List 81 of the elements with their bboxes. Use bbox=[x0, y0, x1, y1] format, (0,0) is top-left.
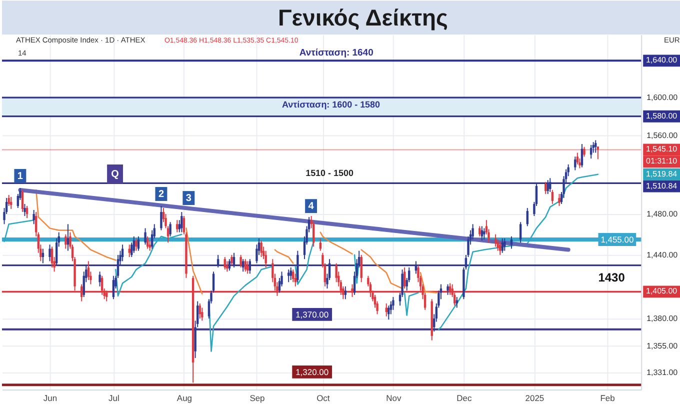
candlestick bbox=[483, 228, 486, 240]
candlestick bbox=[496, 238, 499, 252]
y-tick-label: 1,600.00 bbox=[646, 93, 678, 102]
annotation: 4 bbox=[308, 201, 314, 212]
ref-line-label: 1,510.84 bbox=[646, 181, 678, 190]
candlestick bbox=[580, 144, 584, 168]
candlestick bbox=[594, 140, 597, 154]
y-tick-label: 1,331.00 bbox=[646, 368, 678, 378]
x-tick-label: Nov bbox=[386, 392, 402, 403]
annotation: Q bbox=[111, 169, 120, 180]
x-tick-label: Dec bbox=[456, 392, 472, 403]
candlestick bbox=[551, 189, 554, 204]
ref-line-label: 1,370.00 bbox=[296, 309, 329, 320]
candlestick bbox=[24, 203, 26, 217]
annotation: 1,519.84 bbox=[646, 169, 678, 178]
candlestick bbox=[87, 260, 90, 281]
y-tick-label: 1,380.00 bbox=[646, 314, 678, 324]
y-tick-label: 1,560.00 bbox=[646, 130, 678, 140]
annotation: 1 bbox=[17, 171, 24, 182]
candlestick bbox=[21, 189, 24, 212]
candlestick bbox=[526, 207, 528, 227]
candlestick bbox=[64, 234, 67, 250]
candlestick bbox=[544, 182, 547, 194]
candlestick bbox=[519, 222, 522, 244]
x-tick-label: 2025 bbox=[525, 392, 544, 403]
candlestick bbox=[160, 205, 162, 231]
candlestick bbox=[499, 241, 502, 256]
annotation: 1430 bbox=[598, 270, 626, 284]
x-tick-label: Sep bbox=[250, 392, 266, 403]
candlestick bbox=[456, 296, 458, 308]
ref-line-label: 1,320.00 bbox=[296, 366, 329, 377]
candlestick bbox=[180, 211, 183, 233]
annotation: 1510 - 1500 bbox=[306, 168, 354, 178]
x-tick-label: Feb bbox=[600, 392, 616, 403]
candlestick bbox=[385, 302, 388, 317]
y-tick-label: 1,480.00 bbox=[646, 210, 678, 219]
candlestick bbox=[112, 275, 115, 300]
candlestick bbox=[344, 286, 347, 300]
candlestick bbox=[478, 226, 481, 237]
candlestick bbox=[240, 254, 242, 268]
ref-line-label: 1,640.00 bbox=[646, 56, 678, 65]
candlestick bbox=[388, 305, 390, 320]
candlestick bbox=[169, 222, 172, 237]
x-tick-label: Jul bbox=[108, 392, 120, 403]
candlestick bbox=[576, 152, 579, 165]
x-tick-label: Jun bbox=[43, 392, 58, 403]
ref-line-label: 1,405.00 bbox=[646, 286, 678, 296]
candlestick bbox=[230, 254, 233, 266]
candlestick bbox=[501, 238, 504, 254]
candlestick bbox=[392, 296, 394, 310]
band-label: Αντίσταση: 1600 - 1580 bbox=[282, 100, 380, 110]
annotation: 3 bbox=[186, 193, 192, 204]
candlestick bbox=[558, 193, 560, 206]
candlestick bbox=[10, 196, 12, 210]
x-tick-label: Oct bbox=[316, 392, 330, 403]
candlestick bbox=[335, 262, 338, 283]
candlestick bbox=[50, 246, 54, 268]
y-tick-label: 1,355.00 bbox=[646, 341, 678, 350]
x-tick-label: Aug bbox=[176, 392, 192, 403]
candlestick bbox=[26, 205, 28, 219]
candlestick bbox=[583, 146, 586, 158]
annotation: 2 bbox=[158, 188, 164, 200]
candlestick bbox=[260, 240, 262, 258]
candlestick bbox=[48, 244, 51, 262]
candlestick bbox=[292, 269, 294, 283]
ref-line-label: 1,580.00 bbox=[646, 111, 678, 120]
candlestick bbox=[201, 307, 204, 322]
candlestick bbox=[360, 254, 362, 283]
chart-title: Γενικός Δείκτης bbox=[278, 4, 448, 31]
candlestick bbox=[446, 284, 449, 296]
y-tick-label: 1,440.00 bbox=[646, 250, 678, 260]
ref-line-label: 1,545.10 bbox=[646, 144, 678, 154]
candlestick bbox=[287, 269, 290, 283]
candlestick bbox=[8, 194, 10, 206]
ref-line-label: 1,455.00 bbox=[600, 234, 634, 244]
candlestick bbox=[403, 266, 406, 290]
annotation: Αντίσταση: 1640 bbox=[299, 48, 374, 59]
text: 01:31:10 bbox=[646, 156, 678, 166]
candlestick bbox=[574, 156, 576, 171]
candlestick bbox=[264, 250, 267, 268]
candlestick bbox=[98, 271, 101, 287]
